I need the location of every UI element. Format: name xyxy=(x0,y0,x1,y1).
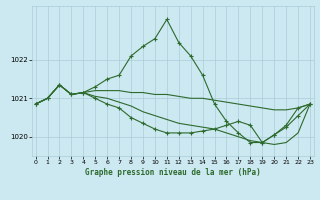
X-axis label: Graphe pression niveau de la mer (hPa): Graphe pression niveau de la mer (hPa) xyxy=(85,168,261,177)
